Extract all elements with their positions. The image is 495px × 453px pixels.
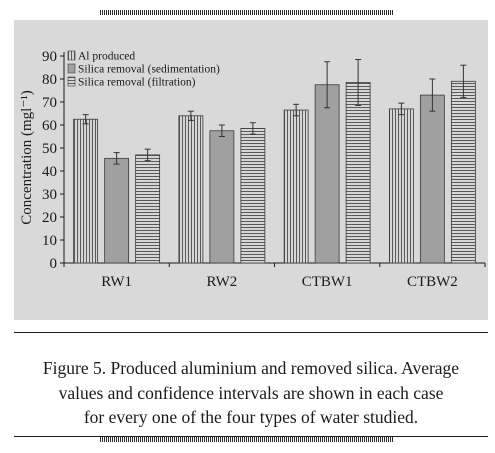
y-tick-label: 30 bbox=[42, 187, 57, 203]
bar-ctbw2-series-1 bbox=[388, 108, 414, 264]
bar-rw1-series-3 bbox=[135, 154, 161, 264]
bar-rw2-series-2 bbox=[209, 130, 235, 264]
bar-ctbw1-series-3 bbox=[345, 82, 371, 264]
y-tick-label: 20 bbox=[42, 210, 57, 226]
y-tick-label: 0 bbox=[50, 256, 58, 272]
y-tick-label: 90 bbox=[42, 49, 57, 65]
top-decorative-rule bbox=[100, 10, 394, 15]
legend-swatch-1 bbox=[67, 50, 76, 61]
y-axis-title: Concentration (mgl⁻¹) bbox=[19, 90, 35, 224]
caption-bottom-rule bbox=[14, 436, 488, 437]
bar-rw1-series-1 bbox=[73, 118, 99, 264]
caption-line-1: Figure 5. Produced aluminium and removed… bbox=[42, 358, 460, 378]
legend-swatch-3 bbox=[67, 76, 76, 87]
bar-chart: 0 10 20 30 40 50 60 70 80 90 Concentration (mgl⁻¹)… bbox=[19, 49, 486, 290]
figure-panel: 0 10 20 30 40 50 60 70 80 90 Concentration (mgl⁻¹)… bbox=[14, 20, 488, 438]
legend-swatch-2 bbox=[67, 63, 76, 74]
y-tick-label: 70 bbox=[42, 95, 57, 111]
legend-label-3: Silica removal (filtration) bbox=[78, 77, 196, 89]
figure-caption: Figure 5. Produced aluminium and removed… bbox=[14, 356, 488, 430]
bar-ctbw2-series-3 bbox=[450, 80, 476, 264]
bar-ctbw2-series-2 bbox=[419, 94, 445, 264]
legend-label-2: Silica removal (sedimentation) bbox=[78, 64, 220, 76]
x-tick-label-rw2: RW2 bbox=[206, 274, 237, 290]
y-tick-label: 10 bbox=[42, 233, 57, 249]
x-tick-label-rw1: RW1 bbox=[101, 274, 132, 290]
y-tick-label: 60 bbox=[42, 118, 57, 134]
bar-rw2-series-1 bbox=[178, 115, 204, 264]
y-tick-label: 50 bbox=[42, 141, 57, 157]
caption-line-3: for every one of the four types of water… bbox=[83, 407, 419, 427]
x-tick-label-ctbw2: CTBW2 bbox=[407, 274, 458, 290]
bottom-decorative-rule bbox=[100, 437, 394, 442]
legend-label-1: Al produced bbox=[78, 51, 135, 63]
x-tick-label-ctbw1: CTBW1 bbox=[302, 274, 353, 290]
bar-rw1-series-2 bbox=[104, 157, 130, 264]
bar-ctbw1-series-1 bbox=[283, 109, 309, 264]
y-tick-label: 80 bbox=[42, 72, 57, 88]
y-tick-label: 40 bbox=[42, 164, 57, 180]
caption-top-rule bbox=[14, 332, 488, 333]
bar-ctbw1-series-2 bbox=[314, 84, 340, 264]
bar-rw2-series-3 bbox=[240, 128, 266, 264]
caption-line-2: values and confidence intervals are show… bbox=[58, 382, 444, 403]
